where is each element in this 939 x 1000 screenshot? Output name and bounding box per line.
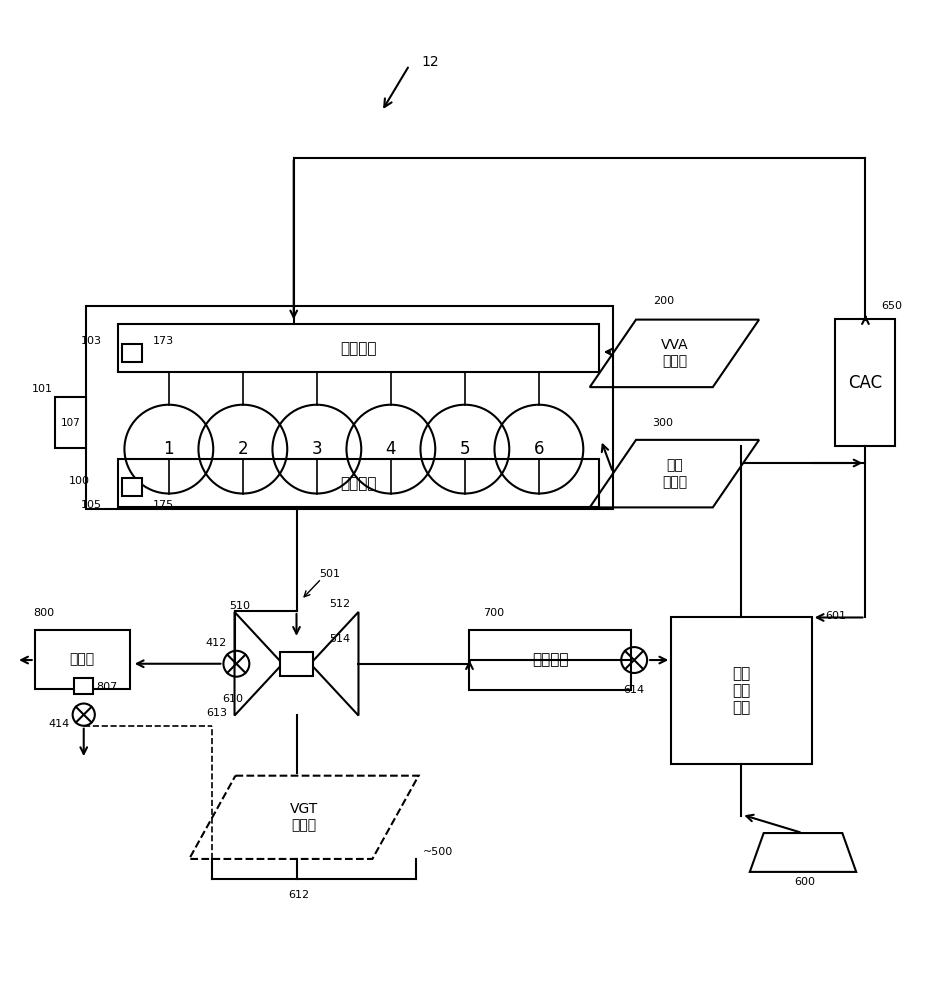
Text: 103: 103 xyxy=(82,336,102,346)
Text: VGT
控制器: VGT 控制器 xyxy=(290,802,318,832)
Text: 1: 1 xyxy=(163,440,174,458)
Text: 12: 12 xyxy=(422,55,439,69)
Text: 800: 800 xyxy=(33,608,54,618)
FancyBboxPatch shape xyxy=(35,630,130,689)
Text: 2: 2 xyxy=(238,440,248,458)
FancyBboxPatch shape xyxy=(280,652,313,676)
Text: 807: 807 xyxy=(97,682,118,692)
Text: 105: 105 xyxy=(82,500,102,510)
Text: 610: 610 xyxy=(223,694,243,704)
Text: 排气歧管: 排气歧管 xyxy=(340,476,377,491)
Text: 412: 412 xyxy=(206,638,227,648)
FancyBboxPatch shape xyxy=(118,459,599,507)
Text: 107: 107 xyxy=(60,418,80,428)
Text: 650: 650 xyxy=(881,301,902,311)
Text: 5: 5 xyxy=(459,440,470,458)
Text: 501: 501 xyxy=(319,569,341,579)
Text: 燃料
控制器: 燃料 控制器 xyxy=(662,459,687,489)
Text: 414: 414 xyxy=(49,719,69,729)
Text: 612: 612 xyxy=(287,890,309,900)
Text: 512: 512 xyxy=(329,599,350,609)
Text: 新鲜空气: 新鲜空气 xyxy=(532,652,569,667)
FancyBboxPatch shape xyxy=(55,397,85,448)
Text: 3: 3 xyxy=(312,440,322,458)
FancyBboxPatch shape xyxy=(122,478,142,496)
Text: 700: 700 xyxy=(484,608,504,618)
Text: 510: 510 xyxy=(229,601,251,611)
Text: 6: 6 xyxy=(533,440,544,458)
Text: 601: 601 xyxy=(825,611,847,621)
FancyBboxPatch shape xyxy=(118,324,599,372)
FancyBboxPatch shape xyxy=(470,630,631,690)
Text: 100: 100 xyxy=(69,476,90,486)
Text: 200: 200 xyxy=(654,296,674,306)
Text: ~500: ~500 xyxy=(423,847,454,857)
FancyBboxPatch shape xyxy=(74,678,93,694)
Text: 300: 300 xyxy=(652,418,673,428)
FancyBboxPatch shape xyxy=(122,344,142,362)
Text: 进气
辅助
装置: 进气 辅助 装置 xyxy=(732,666,750,715)
Text: 600: 600 xyxy=(793,877,815,887)
Text: CAC: CAC xyxy=(848,374,882,392)
Text: 173: 173 xyxy=(153,336,175,346)
Text: 4: 4 xyxy=(386,440,396,458)
Text: 175: 175 xyxy=(153,500,175,510)
Text: 614: 614 xyxy=(623,685,645,695)
Text: 514: 514 xyxy=(329,634,350,644)
Text: 613: 613 xyxy=(206,708,227,718)
FancyBboxPatch shape xyxy=(835,319,895,446)
Text: 催化剂: 催化剂 xyxy=(69,653,95,667)
Text: VVA
控制器: VVA 控制器 xyxy=(661,338,688,368)
FancyBboxPatch shape xyxy=(671,617,812,764)
Text: 101: 101 xyxy=(32,384,54,394)
FancyBboxPatch shape xyxy=(85,306,613,509)
Text: 进气歧管: 进气歧管 xyxy=(340,341,377,356)
